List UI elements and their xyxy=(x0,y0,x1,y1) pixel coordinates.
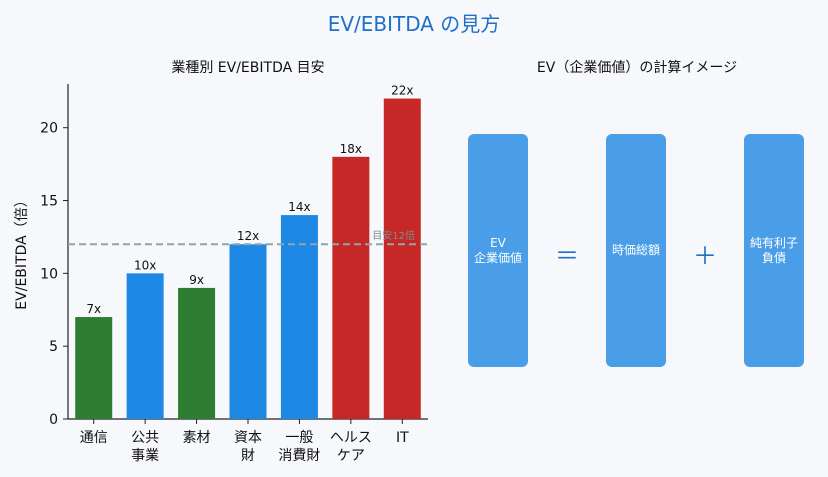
bar xyxy=(75,317,113,419)
bar-value-label: 10x xyxy=(134,258,156,272)
diagram-box xyxy=(606,134,666,367)
bar-value-label: 14x xyxy=(288,200,310,214)
bar-value-label: 22x xyxy=(391,84,413,98)
bar-chart-title: 業種別 EV/EBITDA 目安 xyxy=(171,60,324,76)
x-tick-label: IT xyxy=(396,430,409,446)
x-tick-label: 通信 xyxy=(80,430,108,446)
y-axis-label: EV/EBITDA（倍） xyxy=(14,193,30,309)
bar-value-label: 18x xyxy=(340,142,362,156)
bar xyxy=(332,156,370,419)
diagram-box xyxy=(468,134,528,367)
bar-value-label: 7x xyxy=(86,302,101,316)
equals-operator: ＝ xyxy=(555,242,579,270)
x-tick-label: 財 xyxy=(241,448,255,464)
bar xyxy=(126,273,164,419)
diagram-box xyxy=(744,134,804,367)
x-tick-label: 一般 xyxy=(285,430,313,446)
x-tick-label: 資本 xyxy=(234,430,262,446)
bar-value-label: 12x xyxy=(237,229,259,243)
diagram-title: EV（企業価値）の計算イメージ xyxy=(537,59,737,76)
x-tick-label: 消費財 xyxy=(278,448,320,464)
x-tick-label: 事業 xyxy=(131,448,159,464)
x-tick-label: ヘルス xyxy=(330,430,372,446)
bar xyxy=(383,98,421,419)
net-debt-box-label: 純有利子 負債 xyxy=(749,235,798,265)
bar xyxy=(178,287,216,419)
page-title: EV/EBITDA の見方 xyxy=(327,12,501,36)
y-tick-label: 5 xyxy=(49,339,58,355)
y-tick-label: 20 xyxy=(40,121,58,137)
x-tick-label: 公共 xyxy=(131,430,159,446)
reference-line-label: 目安12倍 xyxy=(372,229,415,242)
plus-operator: ＋ xyxy=(693,242,717,270)
bar xyxy=(229,244,267,419)
y-tick-label: 0 xyxy=(49,412,58,428)
x-tick-label: ケア xyxy=(337,448,365,464)
ev-box-label: EV 企業価値 xyxy=(473,235,522,265)
bar-value-label: 9x xyxy=(189,273,204,287)
market-cap-box-label: 時価総額 xyxy=(611,243,660,257)
bar xyxy=(280,215,318,419)
x-tick-label: 素材 xyxy=(183,430,211,446)
y-tick-label: 15 xyxy=(40,194,58,210)
y-tick-label: 10 xyxy=(40,266,58,282)
